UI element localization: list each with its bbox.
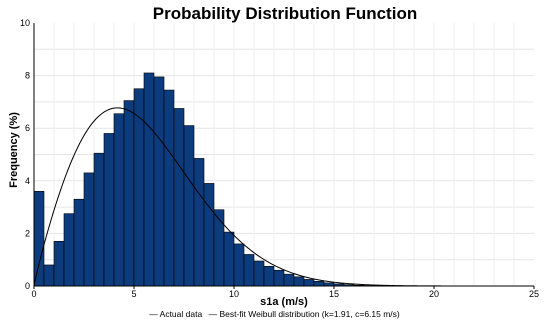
y-tick-label: 0: [25, 281, 30, 291]
y-tick-label: 2: [25, 228, 30, 238]
histogram-bar: [263, 265, 275, 287]
histogram-bar: [113, 113, 125, 287]
legend-label-actual-data: Actual data: [159, 309, 203, 319]
x-tick-label: 20: [429, 289, 439, 299]
histogram-bar: [123, 100, 135, 287]
histogram-bar: [243, 254, 255, 287]
x-axis-title: s1a (m/s): [260, 296, 308, 308]
histogram-bar: [233, 243, 245, 287]
histogram-bar: [143, 72, 155, 287]
histogram-bar: [183, 125, 195, 287]
histogram-bar: [33, 191, 45, 287]
chart-title: Probability Distribution Function: [152, 4, 418, 23]
histogram-bar: [153, 76, 165, 287]
histogram-bar: [103, 133, 115, 287]
legend-item-actual-data: — Actual data: [149, 309, 203, 319]
y-tick-label: 10: [20, 18, 30, 28]
histogram-bar: [273, 269, 285, 287]
histogram-bar: [83, 172, 95, 287]
x-tick-label: 10: [229, 289, 239, 299]
histogram-bar: [93, 152, 105, 287]
histogram-bar: [283, 273, 295, 287]
histogram-bar: [253, 260, 265, 287]
legend: — Actual data — Best-fit Weibull distrib…: [0, 309, 549, 319]
histogram-bar: [133, 88, 145, 287]
histogram-bar: [43, 264, 55, 287]
histogram-bar: [163, 89, 175, 287]
y-tick-label: 8: [25, 71, 30, 81]
histogram-bar: [173, 108, 185, 287]
histogram-bar: [313, 280, 325, 287]
y-tick-label: 6: [25, 123, 30, 133]
legend-item-weibull: — Best-fit Weibull distribution (k=1.91,…: [208, 309, 400, 319]
histogram-bar: [303, 279, 315, 287]
histogram-bar: [73, 198, 85, 287]
histogram-bar: [223, 231, 235, 287]
legend-label-weibull: Best-fit Weibull distribution (k=1.91, c…: [219, 309, 400, 319]
histogram-bar: [193, 158, 205, 287]
x-tick-label: 0: [31, 289, 36, 299]
histogram-bar: [63, 213, 75, 287]
histogram-bar: [213, 209, 225, 287]
x-tick-label: 15: [329, 289, 339, 299]
y-tick-label: 4: [25, 176, 30, 186]
histogram-bar: [203, 183, 215, 287]
x-tick-label: 5: [131, 289, 136, 299]
x-tick-label: 25: [529, 289, 539, 299]
histogram-bar: [293, 276, 305, 287]
histogram-bar: [53, 240, 65, 287]
